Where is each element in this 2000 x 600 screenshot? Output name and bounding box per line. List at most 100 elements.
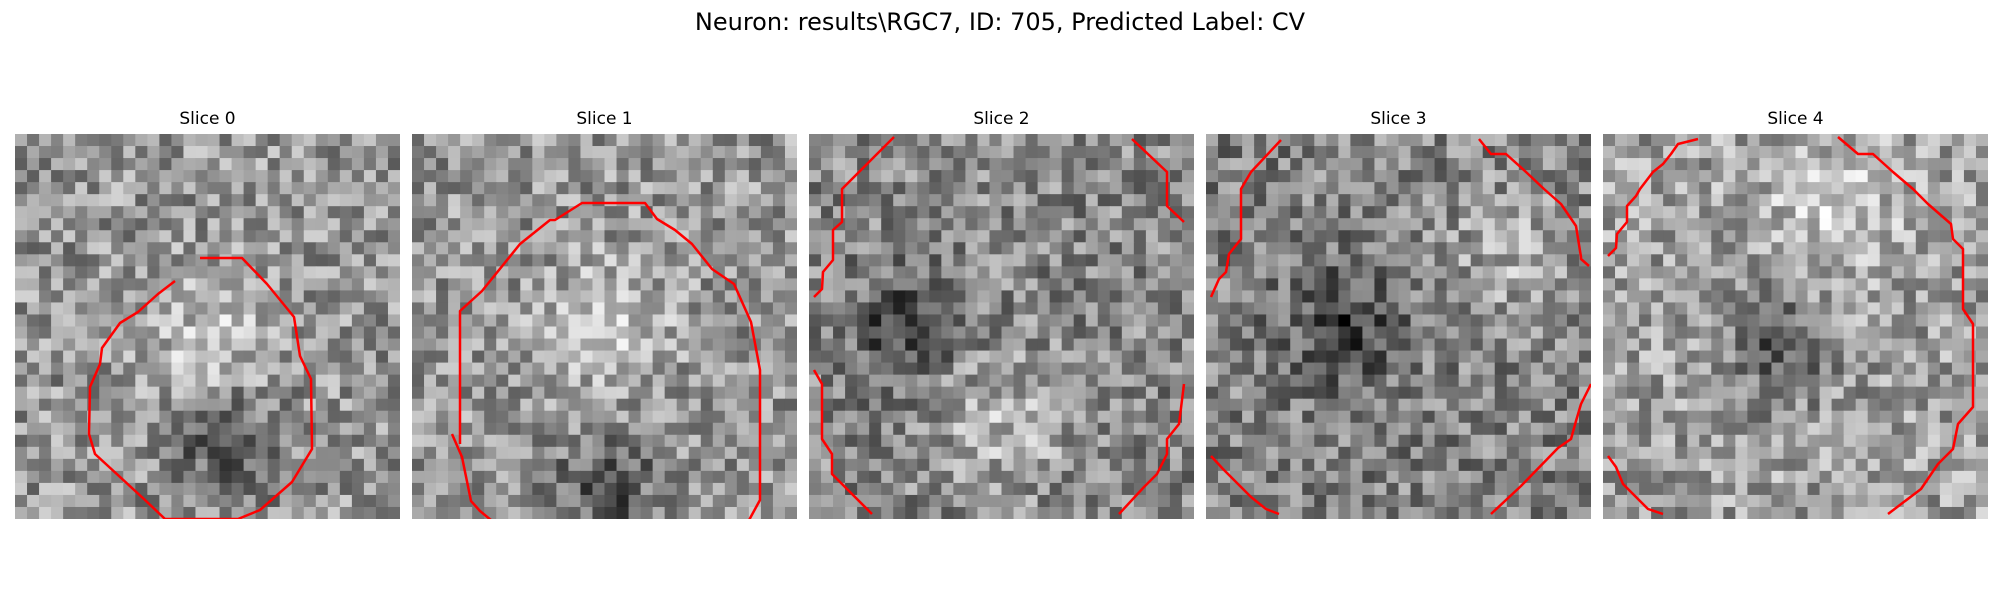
pixel-cell bbox=[857, 218, 870, 231]
pixel-cell bbox=[1121, 242, 1135, 255]
pixel-cell bbox=[207, 506, 221, 519]
pixel-cell bbox=[387, 266, 400, 279]
pixel-cell bbox=[195, 218, 209, 231]
pixel-cell bbox=[1157, 146, 1171, 159]
pixel-cell bbox=[1470, 446, 1484, 460]
pixel-cell bbox=[1603, 410, 1616, 424]
pixel-cell bbox=[592, 266, 606, 279]
pixel-cell bbox=[1518, 326, 1532, 340]
pixel-cell bbox=[135, 506, 148, 519]
pixel-cell bbox=[616, 446, 630, 460]
pixel-cell bbox=[1651, 182, 1664, 195]
pixel-cell bbox=[39, 146, 52, 159]
pixel-cell bbox=[1699, 278, 1712, 292]
pixel-cell bbox=[1326, 206, 1339, 219]
pixel-cell bbox=[1410, 230, 1424, 243]
pixel-cell bbox=[1927, 350, 1941, 364]
pixel-cell bbox=[1109, 350, 1123, 364]
pixel-cell bbox=[1109, 182, 1123, 195]
pixel-cell bbox=[1795, 398, 1809, 412]
pixel-cell bbox=[267, 470, 281, 484]
pixel-cell bbox=[1566, 362, 1580, 376]
pixel-cell bbox=[424, 314, 437, 328]
pixel-cell bbox=[664, 290, 678, 304]
pixel-cell bbox=[869, 326, 882, 340]
pixel-cell bbox=[664, 146, 678, 159]
pixel-cell bbox=[1795, 182, 1809, 195]
pixel-cell bbox=[1362, 182, 1376, 195]
pixel-cell bbox=[532, 158, 545, 171]
pixel-cell bbox=[748, 242, 762, 255]
pixel-cell bbox=[231, 494, 245, 508]
pixel-cell bbox=[75, 302, 88, 316]
pixel-cell bbox=[784, 218, 797, 231]
pixel-cell bbox=[1266, 410, 1279, 424]
pixel-cell bbox=[363, 386, 377, 400]
pixel-cell bbox=[1506, 374, 1520, 388]
pixel-cell bbox=[1530, 374, 1544, 388]
pixel-cell bbox=[1494, 410, 1508, 424]
pixel-cell bbox=[1169, 374, 1183, 388]
pixel-cell bbox=[1639, 194, 1652, 207]
pixel-cell bbox=[1639, 410, 1652, 424]
pixel-cell bbox=[556, 470, 570, 484]
pixel-cell bbox=[556, 254, 570, 267]
pixel-cell bbox=[1530, 506, 1544, 519]
pixel-cell bbox=[15, 470, 28, 484]
pixel-cell bbox=[1482, 218, 1496, 231]
pixel-cell bbox=[1554, 278, 1568, 292]
pixel-cell bbox=[869, 374, 882, 388]
pixel-cell bbox=[496, 182, 509, 195]
pixel-cell bbox=[1458, 146, 1472, 159]
pixel-cell bbox=[724, 494, 738, 508]
pixel-cell bbox=[15, 458, 28, 472]
pixel-cell bbox=[616, 182, 630, 195]
pixel-cell bbox=[111, 290, 124, 304]
pixel-cell bbox=[291, 194, 305, 207]
pixel-cell bbox=[1422, 194, 1436, 207]
pixel-cell bbox=[1807, 266, 1821, 279]
pixel-cell bbox=[953, 362, 967, 376]
pixel-cell bbox=[183, 398, 197, 412]
pixel-cell bbox=[75, 494, 88, 508]
pixel-cell bbox=[1747, 410, 1761, 424]
pixel-cell bbox=[351, 266, 365, 279]
pixel-cell bbox=[821, 194, 834, 207]
pixel-cell bbox=[1494, 182, 1508, 195]
pixel-cell bbox=[1711, 398, 1724, 412]
pixel-cell bbox=[628, 218, 642, 231]
pixel-cell bbox=[1566, 338, 1580, 352]
pixel-cell bbox=[1639, 458, 1652, 472]
pixel-cell bbox=[580, 326, 594, 340]
pixel-cell bbox=[1470, 254, 1484, 267]
pixel-cell bbox=[460, 362, 473, 376]
pixel-cell bbox=[1338, 134, 1351, 147]
pixel-cell bbox=[1025, 230, 1039, 243]
pixel-cell bbox=[303, 266, 317, 279]
pixel-cell bbox=[1566, 314, 1580, 328]
pixel-cell bbox=[412, 386, 425, 400]
pixel-cell bbox=[219, 194, 233, 207]
pixel-cell bbox=[1133, 242, 1147, 255]
pixel-cell bbox=[1506, 230, 1520, 243]
pixel-cell bbox=[893, 182, 906, 195]
pixel-cell bbox=[917, 314, 930, 328]
pixel-cell bbox=[748, 290, 762, 304]
pixel-cell bbox=[556, 422, 570, 436]
pixel-cell bbox=[448, 266, 461, 279]
pixel-cell bbox=[315, 134, 329, 147]
pixel-cell bbox=[1627, 302, 1640, 316]
pixel-cell bbox=[905, 314, 918, 328]
pixel-cell bbox=[387, 206, 400, 219]
pixel-cell bbox=[15, 158, 28, 171]
pixel-cell bbox=[1699, 266, 1712, 279]
pixel-cell bbox=[592, 230, 606, 243]
pixel-cell bbox=[1578, 194, 1591, 207]
pixel-cell bbox=[941, 326, 954, 340]
pixel-cell bbox=[375, 482, 389, 496]
pixel-cell bbox=[75, 146, 88, 159]
pixel-cell bbox=[39, 482, 52, 496]
pixel-cell bbox=[1314, 458, 1327, 472]
pixel-cell bbox=[1530, 146, 1544, 159]
pixel-cell bbox=[1927, 326, 1941, 340]
